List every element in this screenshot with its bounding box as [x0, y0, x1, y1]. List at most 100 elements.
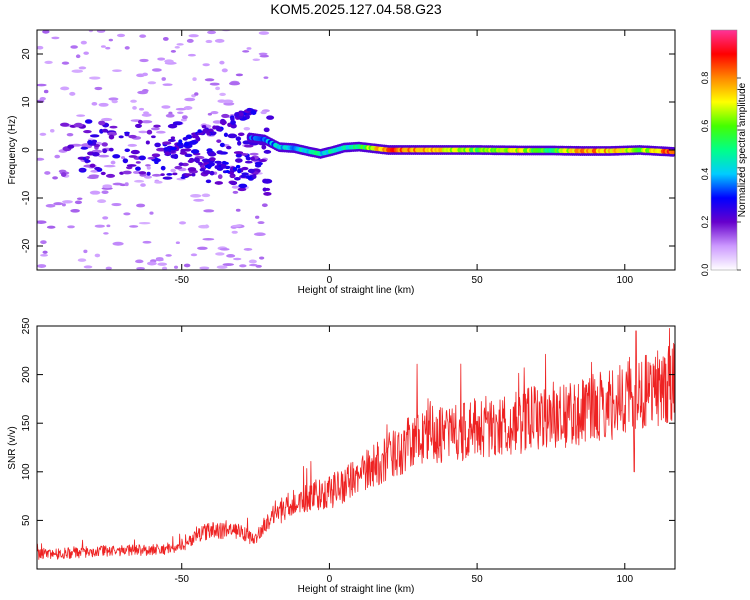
spectrogram-cell — [173, 155, 179, 159]
spectrogram-cell — [165, 254, 172, 257]
spectrogram-cell — [37, 83, 47, 87]
spectrogram-cell — [101, 128, 109, 133]
spectrogram-cell — [181, 115, 188, 120]
spectrogram-cell — [154, 180, 163, 184]
spectrogram-cell — [226, 254, 236, 258]
spectrogram-cell — [162, 36, 169, 41]
spectrogram-cell — [243, 144, 254, 148]
spectrogram-cell — [254, 161, 263, 166]
spectrogram-cell — [239, 264, 247, 268]
y-tick-label: 100 — [21, 463, 32, 480]
spectrogram-cell — [239, 112, 244, 116]
spectrogram-cell — [130, 149, 140, 155]
spectrogram-cell — [154, 160, 159, 165]
spectrogram-cell — [263, 191, 272, 196]
spectrogram-cell — [88, 76, 101, 80]
spectrogram-cell — [101, 117, 113, 122]
spectrogram-cell — [50, 129, 55, 133]
spectrogram-cell — [162, 83, 173, 86]
spectrogram-cell — [246, 107, 253, 112]
spectrogram-cell — [188, 34, 199, 38]
spectrogram-cell — [162, 176, 173, 180]
spectrogram-cell — [77, 258, 87, 262]
spectrogram-cell — [149, 211, 154, 215]
spectrogram-cell — [161, 105, 171, 109]
spectrogram-cell — [94, 166, 101, 171]
y-tick-label: 200 — [21, 366, 32, 383]
spectrogram-cell — [183, 106, 193, 110]
spectrogram-cell — [155, 130, 166, 134]
spectrogram-cell — [233, 257, 242, 261]
spectrogram-cell — [178, 162, 184, 167]
spectrogram-cell — [261, 144, 267, 150]
spectrogram-cell — [219, 92, 226, 97]
spectrogram-cell — [179, 151, 188, 155]
spectrogram-cell — [193, 198, 205, 202]
spectrogram-cell — [205, 39, 213, 44]
spectrogram-cell — [40, 253, 49, 257]
spectrogram-cell — [184, 97, 196, 102]
spectrogram-cell — [124, 133, 130, 137]
spectrogram-cell — [129, 225, 139, 228]
spectrogram-cell — [216, 139, 222, 143]
spectrogram-cell — [199, 168, 206, 172]
spectrogram-cell — [137, 90, 148, 95]
spectrogram-cell — [169, 146, 177, 151]
spectrogram-cell — [174, 165, 183, 170]
colorbar-tick-label: 0.4 — [700, 168, 710, 181]
spectrogram-cell — [85, 156, 90, 159]
spectrogram-cell — [146, 129, 153, 135]
spectrogram-cell — [44, 60, 53, 65]
spectrogram-cell — [234, 158, 243, 163]
spectrogram-cell — [205, 179, 212, 184]
spectrogram-cell — [156, 147, 166, 152]
spectrogram-cell — [249, 263, 258, 267]
spectrogram-cell — [260, 110, 267, 115]
spectrogram-cell — [37, 45, 44, 50]
spectrogram-cell — [176, 43, 184, 46]
spectrogram-cell — [215, 86, 221, 91]
spectrogram-cell — [53, 202, 64, 206]
spectrogram-cell — [102, 216, 109, 220]
spectrogram-cell — [109, 125, 118, 129]
x-tick-label: -50 — [175, 574, 190, 585]
spectrogram-cell — [221, 68, 228, 73]
spectrogram-cell — [123, 212, 131, 216]
spectrogram-cell — [102, 184, 113, 189]
spectrogram-cell — [153, 124, 161, 128]
spectrogram-cell — [231, 185, 239, 189]
y-tick-label: -20 — [21, 238, 32, 253]
spectrogram-cell — [37, 220, 47, 224]
spectrogram-cell — [238, 183, 248, 189]
spectrogram-cell — [39, 97, 46, 101]
spectrogram-cell — [142, 72, 149, 77]
spectrogram-cell — [108, 147, 114, 152]
spectrogram-cell — [197, 129, 202, 134]
spectrogram-cell — [219, 60, 225, 65]
y-tick-label: 0 — [21, 147, 32, 153]
spectrogram-cell — [140, 183, 146, 187]
spectrogram-cell — [206, 164, 212, 170]
spectrogram-cell — [179, 221, 187, 225]
spectrogram-cell — [103, 164, 116, 168]
spectrogram-cell — [216, 150, 224, 155]
spectrogram-cell — [203, 209, 215, 213]
spectrogram-cell — [94, 253, 101, 258]
spectrogram-cell — [103, 232, 109, 235]
spectrogram-cell — [250, 156, 255, 161]
spectrogram-cell — [252, 58, 261, 62]
spectrogram-cell — [45, 203, 56, 208]
spectrogram-cell — [122, 158, 129, 164]
spectrogram-cell — [94, 86, 103, 91]
spectrogram-cell — [66, 133, 74, 137]
spectrogram-cell — [80, 40, 87, 45]
x-tick-label: 50 — [472, 275, 484, 286]
spectrogram-cell — [234, 177, 241, 181]
spectrogram-cell — [37, 157, 45, 161]
spectrogram-cell — [186, 38, 194, 43]
colorbar-scale — [711, 30, 737, 270]
spectrogram-cell — [237, 140, 242, 146]
colorbar-tick-label: 0.2 — [700, 216, 710, 229]
spectrogram-cell — [67, 225, 75, 229]
y-tick-label: -10 — [21, 190, 32, 205]
